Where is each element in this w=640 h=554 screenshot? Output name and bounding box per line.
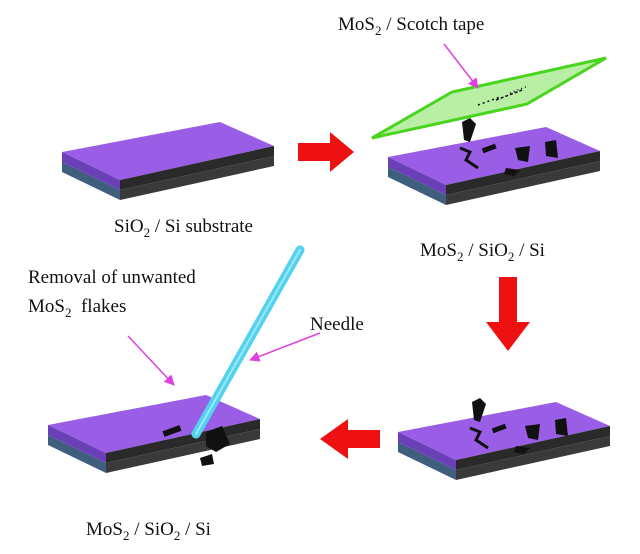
removal-pointer bbox=[127, 335, 175, 386]
arrow-left bbox=[320, 419, 380, 459]
stack-label-bottom: MoS2 / SiO2 / Si bbox=[86, 519, 211, 543]
removal-label-line2: MoS2 flakes bbox=[28, 296, 126, 320]
needle-icon bbox=[191, 245, 305, 439]
scotch-tape bbox=[371, 56, 607, 140]
cleaned-substrate bbox=[48, 395, 260, 473]
transferred-flakes bbox=[469, 398, 568, 454]
needle-pointer bbox=[249, 332, 321, 362]
tape-pointer bbox=[443, 43, 479, 89]
stack-label-top: MoS2 / SiO2 / Si bbox=[420, 240, 545, 264]
arrow-right bbox=[298, 132, 354, 172]
needle-label: Needle bbox=[310, 314, 364, 335]
remaining-flakes bbox=[162, 425, 230, 466]
flaked-substrate bbox=[398, 402, 610, 480]
substrate-label: SiO2 / Si substrate bbox=[114, 216, 253, 240]
tape-flakes bbox=[459, 118, 558, 176]
bare-substrate bbox=[62, 122, 274, 200]
tape-label: MoS2 / Scotch tape bbox=[338, 14, 484, 38]
arrow-down bbox=[486, 277, 530, 351]
removal-label-line1: Removal of unwanted bbox=[28, 267, 196, 288]
tape-substrate bbox=[388, 127, 600, 205]
